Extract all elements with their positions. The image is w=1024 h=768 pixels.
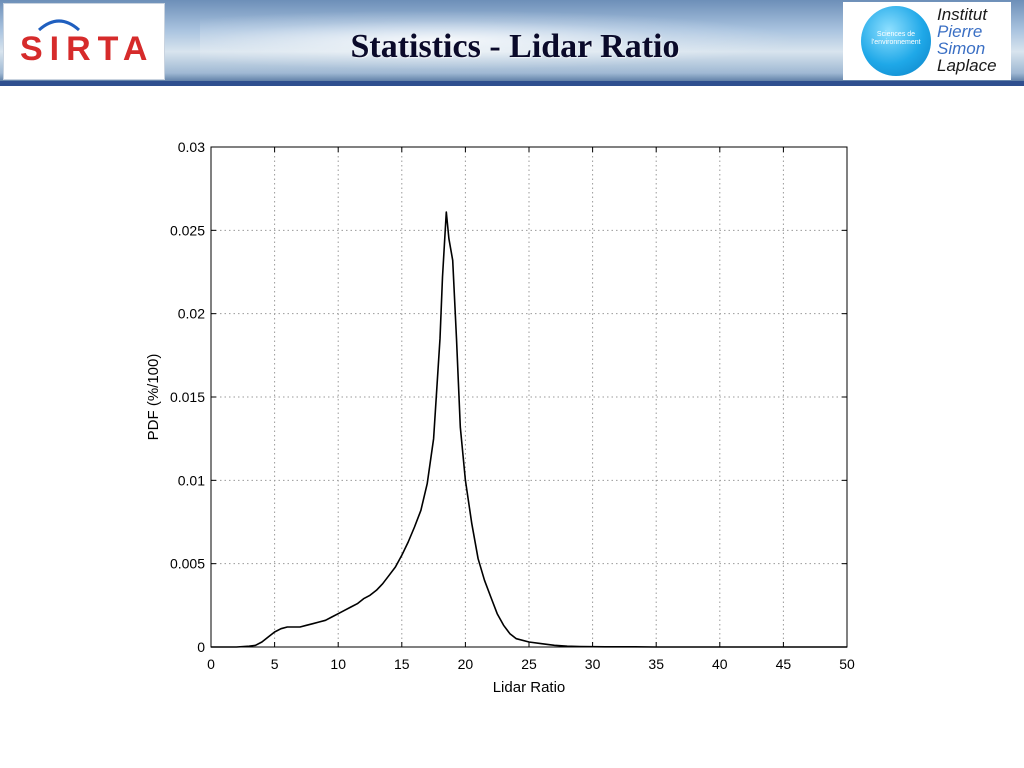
y-tick-label: 0.005 (170, 556, 205, 572)
x-axis-label: Lidar Ratio (493, 679, 566, 696)
x-tick-label: 25 (521, 656, 537, 672)
y-tick-label: 0 (197, 639, 205, 655)
x-tick-label: 40 (712, 656, 728, 672)
y-tick-label: 0.03 (178, 139, 205, 155)
x-tick-label: 35 (648, 656, 664, 672)
ipsl-name-line-2: Pierre (937, 22, 983, 41)
x-tick-label: 50 (839, 656, 855, 672)
ipsl-name-line-3: Simon (937, 39, 986, 58)
page-title: Statistics - Lidar Ratio (350, 28, 680, 65)
ipsl-circle-line2: l'environnement (871, 39, 921, 46)
y-tick-label: 0.01 (178, 472, 205, 488)
y-axis-ticks: 0 0.005 0.01 0.015 0.02 0.025 0.03 (170, 139, 847, 655)
x-tick-label: 45 (776, 656, 792, 672)
y-tick-label: 0.015 (170, 389, 205, 405)
x-tick-label: 15 (394, 656, 410, 672)
ipsl-logo: Sciences de l'environnement Institut Pie… (843, 2, 1011, 80)
y-axis-label: PDF (%/100) (145, 354, 162, 441)
x-tick-label: 5 (271, 656, 279, 672)
ipsl-globe-icon: Sciences de l'environnement (861, 6, 931, 76)
sirta-logo: SIRTA (3, 3, 165, 80)
ipsl-name-line-1: Institut (937, 5, 988, 24)
x-tick-label: 0 (207, 656, 215, 672)
x-tick-label: 20 (458, 656, 474, 672)
y-tick-label: 0.025 (170, 222, 205, 238)
chart-grid (211, 147, 847, 647)
header-banner: SIRTA Statistics - Lidar Ratio Sciences … (0, 0, 1024, 86)
x-axis-ticks: 0 5 10 15 20 25 30 35 40 45 50 (207, 147, 855, 672)
pdf-series-line (211, 211, 847, 648)
x-tick-label: 10 (330, 656, 346, 672)
y-tick-label: 0.02 (178, 306, 205, 322)
ipsl-circle-line1: Sciences de (876, 31, 916, 38)
sirta-logo-text: SIRTA (20, 30, 155, 68)
x-tick-label: 30 (585, 656, 601, 672)
ipsl-name-line-4: Laplace (937, 56, 997, 75)
ipsl-name: Institut Pierre Simon Laplace (937, 6, 997, 74)
sirta-arc-icon (37, 19, 81, 32)
